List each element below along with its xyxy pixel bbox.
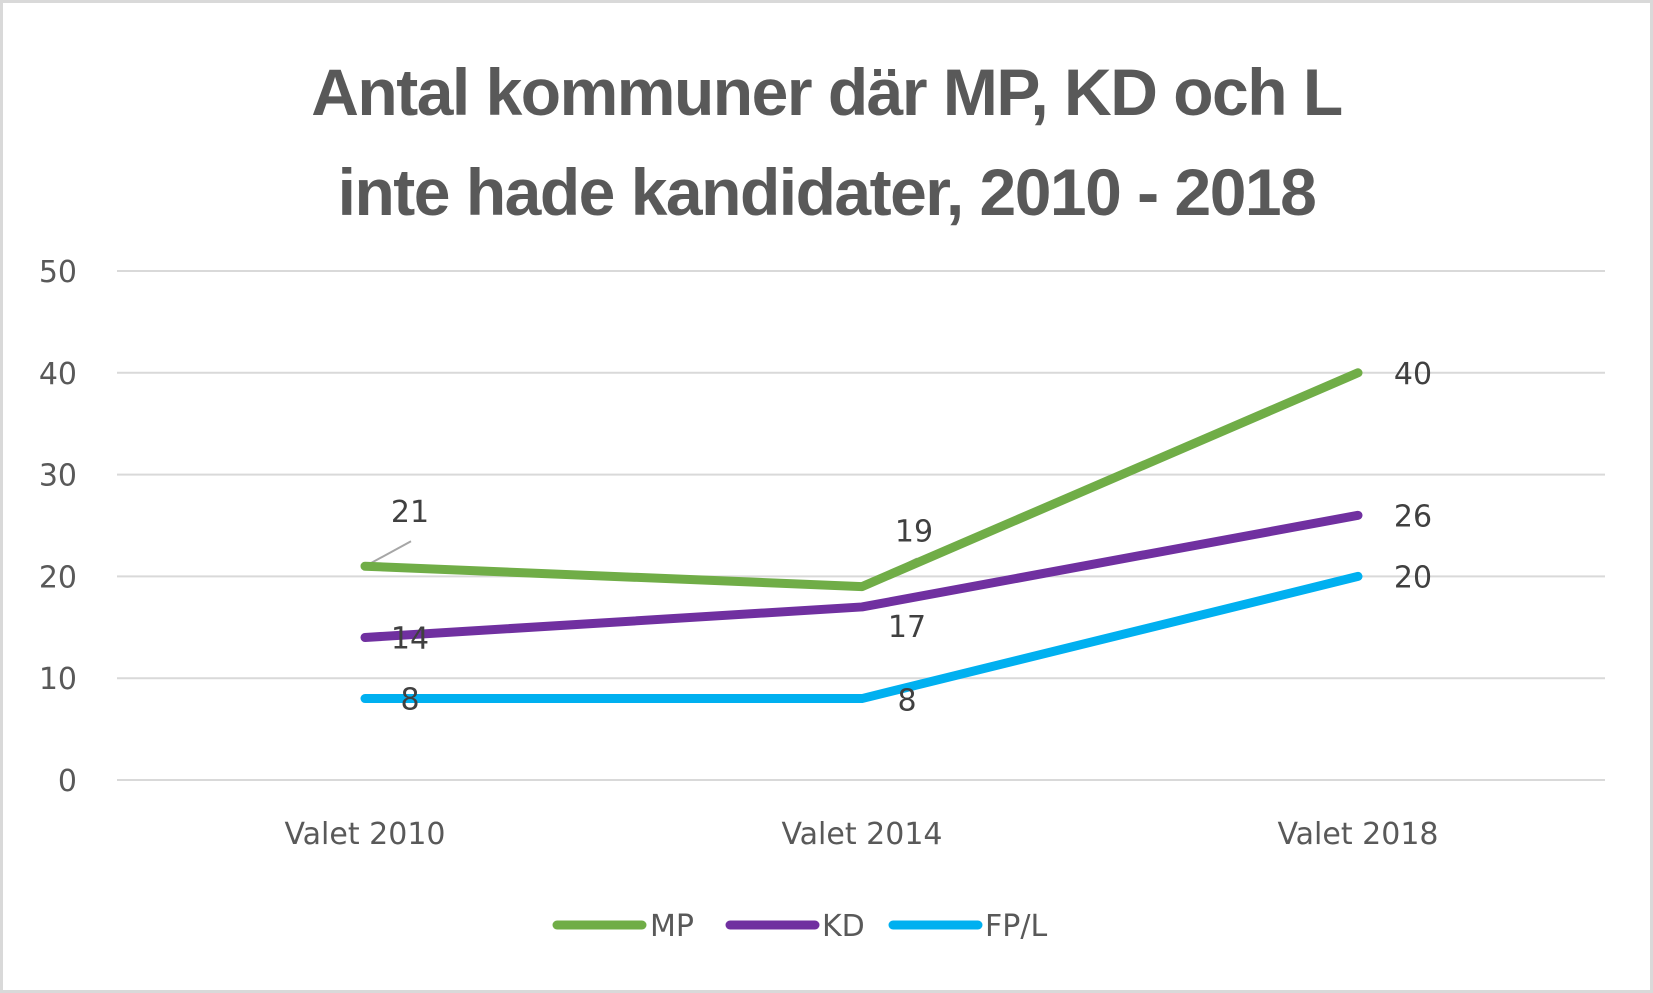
- y-tick-label: 0: [58, 764, 77, 799]
- data-label-fp-l: 8: [400, 683, 419, 718]
- y-tick-label: 50: [39, 255, 77, 290]
- data-label-fp-l: 8: [897, 684, 916, 719]
- data-label-kd: 17: [888, 610, 926, 645]
- legend-item-kd: KD: [725, 909, 865, 944]
- x-tick-label: Valet 2018: [1277, 817, 1438, 852]
- series-line-fp-l: [360, 571, 1363, 704]
- legend-item-fp-l: FP/L: [888, 909, 1047, 944]
- leader-line: [366, 540, 412, 567]
- chart-title-line-1: Antal kommuner där MP, KD och L: [311, 55, 1343, 129]
- series-line-kd: [360, 510, 1363, 642]
- data-label-kd: 26: [1394, 499, 1432, 534]
- data-label-mp: 21: [391, 495, 429, 530]
- legend-label: MP: [650, 909, 694, 944]
- y-tick-label: 30: [39, 459, 77, 494]
- x-tick-label: Valet 2014: [781, 817, 942, 852]
- y-tick-label: 10: [39, 662, 77, 697]
- chart-title: Antal kommuner där MP, KD och L inte had…: [0, 42, 1653, 242]
- legend-label: FP/L: [985, 909, 1047, 944]
- legend: MP KD FP/L: [552, 909, 1047, 944]
- x-tick-label: Valet 2010: [284, 817, 445, 852]
- legend-label: KD: [822, 909, 865, 944]
- x-axis-ticks: Valet 2010 Valet 2014 Valet 2018: [284, 817, 1438, 852]
- data-label-fp-l: 20: [1394, 560, 1432, 595]
- data-label-mp: 19: [895, 515, 933, 550]
- chart-title-line-2: inte hade kandidater, 2010 - 2018: [337, 155, 1317, 229]
- legend-item-mp: MP: [552, 909, 694, 944]
- series-line-mp: [360, 368, 1363, 592]
- data-label-kd: 14: [391, 621, 429, 656]
- y-tick-label: 20: [39, 560, 77, 595]
- y-axis-ticks: 0 10 20 30 40 50: [39, 255, 77, 799]
- data-label-mp: 40: [1394, 357, 1432, 392]
- y-tick-label: 40: [39, 357, 77, 392]
- gridlines: [117, 270, 1605, 781]
- series-lines: [360, 368, 1363, 704]
- data-labels: 21 19 40 14 17 26 8 8 20: [391, 357, 1432, 719]
